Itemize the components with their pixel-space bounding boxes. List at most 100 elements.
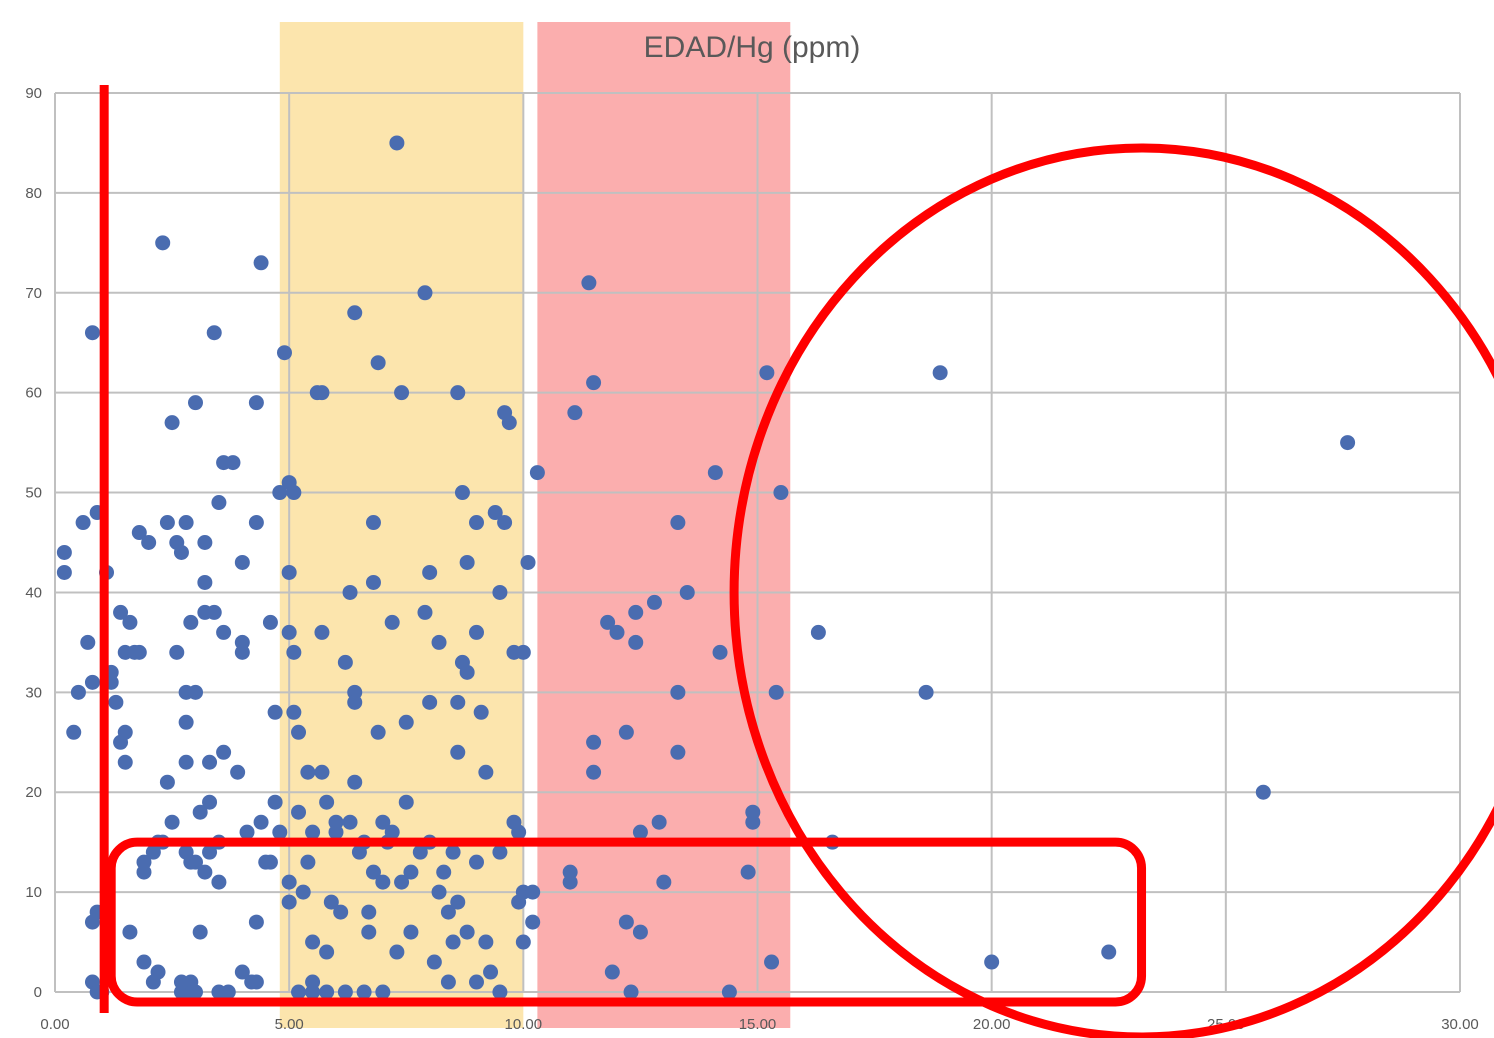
data-point <box>632 924 648 940</box>
data-point <box>384 614 400 630</box>
data-point <box>347 305 363 321</box>
y-tick-label: 40 <box>25 584 42 601</box>
data-point <box>337 984 353 1000</box>
data-point <box>918 684 934 700</box>
data-point <box>319 944 335 960</box>
data-point <box>319 984 335 1000</box>
data-point <box>173 974 189 990</box>
data-point <box>351 844 367 860</box>
data-point <box>422 694 438 710</box>
data-point <box>192 804 208 820</box>
data-point <box>511 824 527 840</box>
data-point <box>459 664 475 680</box>
data-point <box>984 954 1000 970</box>
data-point <box>248 395 264 411</box>
data-point <box>604 964 620 980</box>
data-point <box>84 674 100 690</box>
data-point <box>768 684 784 700</box>
data-point <box>398 714 414 730</box>
data-point <box>469 515 484 531</box>
data-point <box>473 704 489 720</box>
data-point <box>478 764 494 780</box>
y-tick-label: 50 <box>25 485 42 502</box>
data-point <box>234 644 250 660</box>
data-point <box>483 964 499 980</box>
data-point <box>159 774 175 790</box>
data-point <box>286 704 302 720</box>
data-point <box>272 824 288 840</box>
data-point <box>117 724 133 740</box>
annotations <box>99 85 1494 1038</box>
data-point <box>131 525 147 541</box>
data-point <box>623 984 639 1000</box>
data-point <box>497 515 513 531</box>
data-point <box>342 814 358 830</box>
data-point <box>206 325 222 341</box>
x-tick-label: 10.00 <box>505 1016 543 1033</box>
annotation-rounded-rect <box>106 837 1147 1007</box>
data-point <box>253 255 269 271</box>
data-point <box>234 554 250 570</box>
data-point <box>529 465 545 481</box>
data-point <box>131 644 147 660</box>
data-point <box>169 644 185 660</box>
data-point <box>764 954 780 970</box>
y-tick-label: 90 <box>25 85 42 102</box>
data-point <box>492 584 508 600</box>
data-point <box>305 934 321 950</box>
data-point <box>384 824 400 840</box>
data-point <box>234 964 250 980</box>
data-point <box>469 974 484 990</box>
data-point <box>117 754 133 770</box>
data-point <box>520 554 536 570</box>
data-point <box>342 584 358 600</box>
data-point <box>248 515 264 531</box>
data-point <box>515 934 531 950</box>
data-point <box>188 395 203 411</box>
y-tick-label: 20 <box>25 784 42 801</box>
data-point <box>670 684 686 700</box>
data-point <box>525 884 541 900</box>
x-tick-label: 5.00 <box>275 1016 304 1033</box>
data-point <box>70 684 86 700</box>
data-point <box>365 515 381 531</box>
data-point <box>361 904 377 920</box>
y-tick-label: 30 <box>25 684 42 701</box>
data-point <box>314 624 330 640</box>
data-point <box>202 794 218 810</box>
data-point <box>375 814 391 830</box>
data-point <box>646 594 662 610</box>
data-point <box>609 624 625 640</box>
data-point <box>202 754 218 770</box>
data-point <box>216 624 232 640</box>
data-point <box>164 814 180 830</box>
data-point <box>487 505 503 521</box>
data-point <box>183 854 199 870</box>
data-point <box>113 604 129 620</box>
data-point <box>450 894 466 910</box>
data-point <box>56 564 72 580</box>
y-tick-label: 70 <box>25 285 42 302</box>
data-point <box>173 544 189 560</box>
data-point <box>211 874 227 890</box>
data-point <box>370 355 386 371</box>
data-point <box>80 634 96 650</box>
data-point <box>431 884 447 900</box>
data-point <box>525 914 541 930</box>
data-point <box>375 984 391 1000</box>
data-point <box>459 924 475 940</box>
data-point <box>262 614 278 630</box>
data-point <box>272 485 288 501</box>
data-point <box>150 964 166 980</box>
data-point <box>445 934 461 950</box>
data-point <box>66 724 82 740</box>
annotation-ellipse <box>729 143 1494 1038</box>
data-point <box>84 325 100 341</box>
data-point <box>586 734 602 750</box>
data-point <box>394 874 410 890</box>
data-point <box>586 764 602 780</box>
data-point <box>197 864 213 880</box>
data-point <box>300 854 316 870</box>
data-point <box>740 864 756 880</box>
data-point <box>159 515 175 531</box>
